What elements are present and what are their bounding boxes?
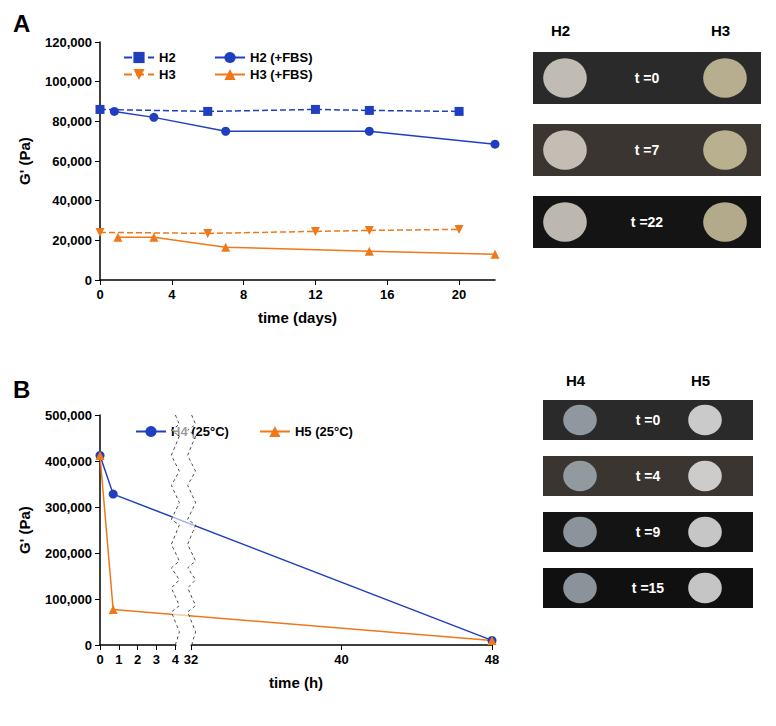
svg-text:4: 4 [172,652,180,667]
svg-text:100,000: 100,000 [45,74,92,89]
svg-text:H3: H3 [159,67,176,82]
svg-text:48: 48 [485,652,499,667]
svg-text:G' (Pa): G' (Pa) [16,137,33,185]
svg-text:20: 20 [452,287,466,302]
svg-text:0: 0 [85,638,92,653]
svg-text:H3 (+FBS): H3 (+FBS) [250,67,312,82]
svg-text:H4 (25°C): H4 (25°C) [171,424,229,439]
svg-text:3: 3 [153,652,160,667]
svg-text:t =0: t =0 [635,70,660,86]
html-text:H2: H2 [551,22,571,39]
svg-text:H2: H2 [159,50,176,65]
svg-text:t =0: t =0 [636,412,661,428]
html-text:H5: H5 [691,372,711,389]
svg-text:2: 2 [134,652,141,667]
svg-text:120,000: 120,000 [45,35,92,50]
svg-text:400,000: 400,000 [45,454,92,469]
svg-text:time (h): time (h) [269,674,323,691]
svg-text:t =9: t =9 [636,524,661,540]
svg-text:40: 40 [334,652,348,667]
svg-text:0: 0 [85,273,92,288]
svg-text:32: 32 [184,652,198,667]
svg-text:80,000: 80,000 [52,114,92,129]
svg-text:t =4: t =4 [636,468,661,484]
svg-text:4: 4 [168,287,176,302]
svg-text:t =15: t =15 [632,580,665,596]
svg-text:t =22: t =22 [631,214,664,230]
svg-text:8: 8 [240,287,247,302]
svg-text:300,000: 300,000 [45,500,92,515]
svg-text:t =7: t =7 [635,142,660,158]
svg-text:12: 12 [308,287,322,302]
svg-text:0: 0 [96,287,103,302]
svg-text:H5 (25°C): H5 (25°C) [295,424,353,439]
svg-text:time (days): time (days) [258,309,337,326]
svg-text:B: B [13,376,30,403]
html-text:H3: H3 [711,22,731,39]
svg-text:20,000: 20,000 [52,233,92,248]
svg-text:100,000: 100,000 [45,592,92,607]
svg-text:40,000: 40,000 [52,193,92,208]
svg-text:1: 1 [115,652,122,667]
svg-text:500,000: 500,000 [45,408,92,423]
svg-text:A: A [13,10,30,37]
svg-text:H2 (+FBS): H2 (+FBS) [250,50,312,65]
svg-text:G' (Pa): G' (Pa) [16,506,33,554]
html-text:H4: H4 [566,372,586,389]
svg-text:16: 16 [380,287,394,302]
svg-text:200,000: 200,000 [45,546,92,561]
svg-text:0: 0 [96,652,103,667]
svg-text:60,000: 60,000 [52,154,92,169]
